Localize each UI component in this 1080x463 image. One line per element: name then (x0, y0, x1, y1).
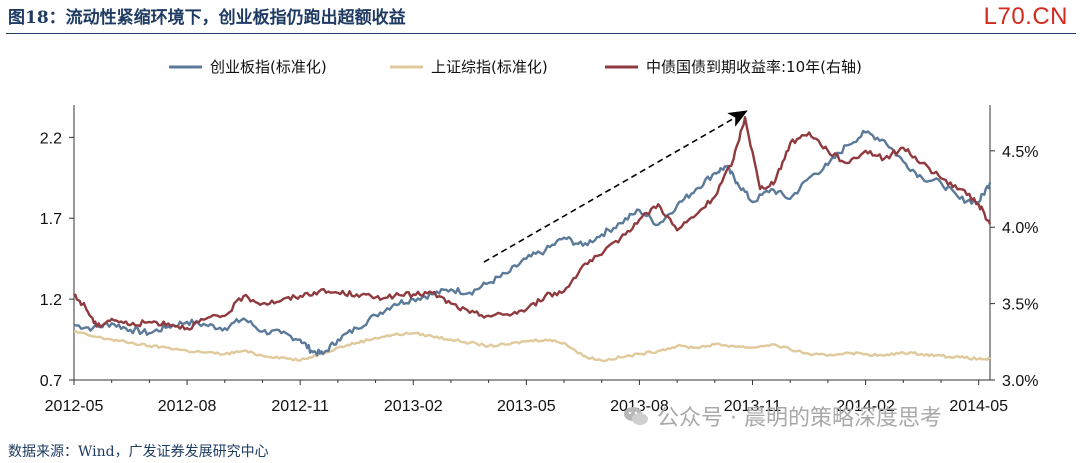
series-layer (73, 115, 992, 363)
x-tick-label: 2012-05 (45, 398, 104, 415)
legend: 创业板指(标准化) 上证综指(标准化) 中债国债到期收益率:10年(右轴) (169, 58, 862, 76)
y-right-tick-label: 4.5% (1002, 144, 1038, 161)
x-tick-label: 2012-08 (158, 398, 217, 415)
y-left-tick-label: 1.7 (40, 211, 62, 228)
x-tick-label: 2014-02 (836, 398, 895, 415)
x-tick-label: 2013-02 (384, 398, 443, 415)
watermark-text: 公众号 · 晨明的策略深度思考 (657, 406, 942, 431)
y-right-tick-label: 3.5% (1002, 297, 1038, 314)
y-left-tick-label: 2.2 (40, 130, 62, 147)
x-tick-label: 2013-08 (610, 398, 669, 415)
figure-title: 图18：流动性紧缩环境下，创业板指仍跑出超额收益 (8, 8, 406, 28)
y-left-tick-label: 1.2 (40, 292, 62, 309)
x-tick-label: 2013-05 (497, 398, 556, 415)
x-tick-label: 2014-05 (949, 398, 1008, 415)
legend-label-sse: 上证综指(标准化) (431, 58, 548, 76)
brand-logo-text: L70.CN (983, 3, 1068, 30)
title-divider (6, 33, 1076, 34)
legend-label-gem: 创业板指(标准化) (210, 58, 327, 76)
y-left-tick-label: 0.7 (40, 373, 62, 390)
wechat-icon (624, 407, 648, 425)
trend-arrow-annotation (483, 110, 748, 263)
x-tick-label: 2012-11 (271, 398, 329, 415)
y-right-ticks: 3.0% 3.5% 4.0% 4.5% (990, 144, 1038, 390)
series-line-gem (73, 129, 992, 357)
y-right-tick-label: 4.0% (1002, 220, 1038, 237)
series-line-sse (74, 330, 991, 363)
x-ticks: 2012-05 2012-08 2012-11 2013-02 2013-05 2013-… (45, 380, 1008, 415)
source-note: 数据来源：Wind，广发证券发展研究中心 (8, 444, 269, 460)
series-line-bond (73, 115, 992, 331)
watermark: 公众号 · 晨明的策略深度思考 (623, 400, 942, 432)
y-left-ticks: 0.7 1.2 1.7 2.2 (40, 130, 74, 390)
y-right-tick-label: 3.0% (1002, 373, 1038, 390)
legend-label-bond: 中债国债到期收益率:10年(右轴) (646, 58, 862, 76)
x-tick-label: 2013-11 (724, 398, 782, 415)
